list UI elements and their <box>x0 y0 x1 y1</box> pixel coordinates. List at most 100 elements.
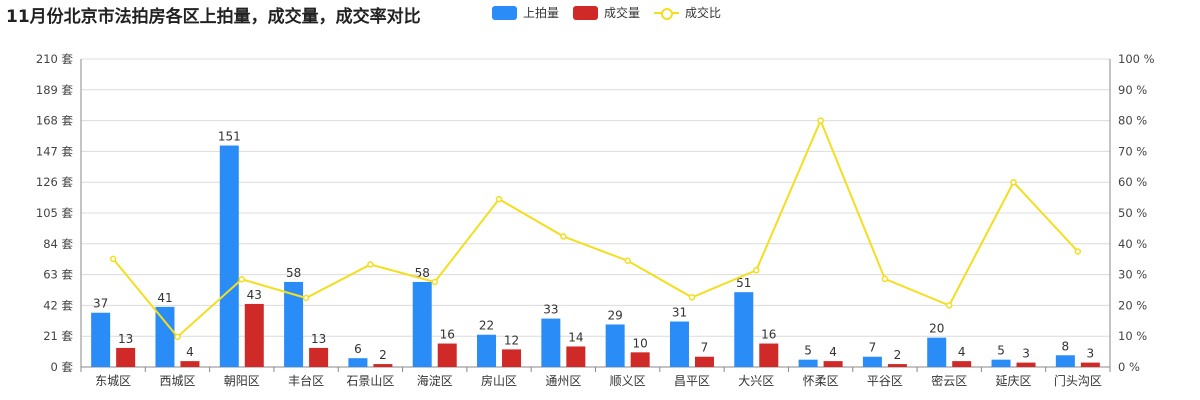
point-ratio <box>817 117 824 124</box>
data-label-listed: 37 <box>93 297 108 311</box>
point-ratio <box>109 255 117 263</box>
y-right-tick-label: 70 % <box>1118 144 1147 158</box>
chart-legend: 上拍量 成交量 成交比 <box>492 4 735 21</box>
data-label-sold: 16 <box>761 328 776 342</box>
x-tick-label: 西城区 <box>159 374 195 388</box>
bar-listed <box>669 321 689 367</box>
legend-label-sold: 成交量 <box>604 6 641 20</box>
y-right-tick-label: 0 % <box>1118 360 1140 374</box>
bar-listed <box>734 292 754 367</box>
x-tick-label: 房山区 <box>481 373 517 388</box>
data-label-sold: 7 <box>701 341 709 355</box>
data-label-listed: 151 <box>218 130 241 144</box>
bar-sold <box>309 347 329 367</box>
y-left-tick-label: 126 套 <box>36 175 74 189</box>
bar-sold <box>373 364 393 367</box>
bar-listed <box>605 324 625 367</box>
legend-swatch-listed <box>492 5 517 20</box>
data-label-listed: 20 <box>929 322 944 336</box>
y-right-tick-label: 60 % <box>1118 175 1147 189</box>
bar-listed <box>219 145 239 367</box>
y-right-tick-label: 80 % <box>1118 114 1147 128</box>
data-label-listed: 7 <box>869 341 877 355</box>
data-label-sold: 3 <box>1022 347 1030 361</box>
bar-sold <box>759 343 779 367</box>
y-left-tick-label: 168 套 <box>36 114 74 128</box>
y-right-tick-label: 10 % <box>1118 329 1147 343</box>
legend-item-sold[interactable]: 成交量 <box>573 4 640 21</box>
y-right-tick-label: 50 % <box>1118 206 1147 220</box>
point-ratio <box>495 195 503 203</box>
legend-item-listed[interactable]: 上拍量 <box>492 4 559 21</box>
data-label-listed: 31 <box>672 306 687 320</box>
data-label-listed: 51 <box>736 276 751 290</box>
y-left-tick-label: 21 套 <box>43 329 73 343</box>
x-tick-label: 石景山区 <box>346 374 394 388</box>
bar-sold <box>502 349 522 367</box>
bar-sold <box>694 356 714 367</box>
y-left-tick-label: 147 套 <box>36 144 74 158</box>
bar-sold <box>887 364 907 367</box>
y-left-tick-label: 0 套 <box>51 360 74 374</box>
data-label-listed: 22 <box>479 319 494 333</box>
bar-listed <box>862 356 882 367</box>
bar-listed <box>541 318 561 367</box>
data-label-sold: 14 <box>568 330 583 344</box>
y-left-tick-label: 63 套 <box>43 268 73 282</box>
data-label-listed: 5 <box>997 344 1005 358</box>
y-right-tick-label: 20 % <box>1118 298 1147 312</box>
data-label-sold: 2 <box>894 348 902 362</box>
bar-sold <box>630 352 650 367</box>
chart-title: 11月份北京市法拍房各区上拍量，成交量，成交率对比 <box>6 7 421 27</box>
y-right-tick-label: 90 % <box>1118 83 1147 97</box>
bar-listed <box>91 312 111 367</box>
data-label-listed: 58 <box>286 266 301 280</box>
data-label-listed: 29 <box>608 308 623 322</box>
data-label-sold: 10 <box>633 336 648 350</box>
y-left-tick-label: 189 套 <box>36 83 74 97</box>
legend-item-ratio[interactable]: 成交比 <box>654 4 721 21</box>
y-right-tick-label: 100 % <box>1118 52 1155 66</box>
x-tick-label: 顺义区 <box>610 374 646 388</box>
bar-listed <box>991 359 1011 367</box>
data-label-listed: 41 <box>157 291 172 305</box>
data-label-listed: 8 <box>1062 339 1070 353</box>
bar-sold <box>1016 362 1036 367</box>
data-label-sold: 13 <box>311 332 326 346</box>
bar-sold <box>437 343 457 367</box>
point-ratio <box>753 267 760 274</box>
x-tick-label: 昌平区 <box>674 374 710 388</box>
y-right-tick-label: 30 % <box>1118 268 1147 282</box>
data-label-sold: 12 <box>504 333 519 347</box>
point-ratio <box>238 275 246 283</box>
legend-label-ratio: 成交比 <box>685 6 722 20</box>
bar-sold <box>116 347 136 367</box>
point-ratio <box>431 278 438 286</box>
y-left-tick-label: 84 套 <box>43 237 73 251</box>
bar-sold <box>952 361 972 367</box>
x-tick-label: 丰台区 <box>288 373 324 388</box>
bar-listed <box>1055 355 1075 367</box>
point-ratio <box>1010 178 1017 186</box>
x-tick-label: 通州区 <box>545 374 581 388</box>
x-tick-label: 怀柔区 <box>803 374 839 388</box>
bar-sold <box>1080 362 1100 367</box>
y-right-tick-label: 40 % <box>1118 237 1147 251</box>
x-tick-label: 门头沟区 <box>1054 373 1102 388</box>
bar-listed <box>412 281 432 367</box>
legend-label-listed: 上拍量 <box>523 6 560 20</box>
legend-swatch-ratio <box>654 6 680 20</box>
point-ratio <box>1074 248 1082 255</box>
x-tick-label: 东城区 <box>95 374 131 388</box>
x-tick-label: 密云区 <box>931 373 967 388</box>
x-tick-label: 平谷区 <box>867 374 903 388</box>
point-ratio <box>688 294 696 301</box>
data-label-sold: 4 <box>958 345 966 359</box>
data-label-sold: 13 <box>118 332 133 346</box>
point-ratio <box>560 233 567 240</box>
bar-sold <box>244 303 264 367</box>
data-label-sold: 3 <box>1087 347 1095 361</box>
x-tick-label: 朝阳区 <box>224 374 260 388</box>
bar-sold <box>823 361 843 367</box>
